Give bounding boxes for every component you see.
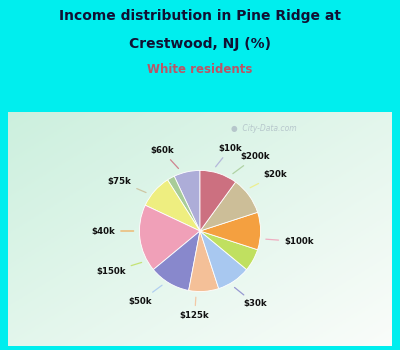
Wedge shape	[168, 176, 200, 231]
Wedge shape	[145, 180, 200, 231]
Wedge shape	[200, 212, 260, 250]
Text: $200k: $200k	[233, 152, 270, 174]
Wedge shape	[189, 231, 219, 292]
Text: ●  City-Data.com: ● City-Data.com	[231, 124, 297, 133]
Wedge shape	[200, 170, 236, 231]
Wedge shape	[200, 231, 247, 289]
Wedge shape	[200, 182, 258, 231]
Text: $50k: $50k	[129, 285, 162, 306]
Text: $125k: $125k	[180, 297, 210, 320]
Text: $60k: $60k	[150, 146, 178, 168]
Wedge shape	[153, 231, 200, 290]
Text: $40k: $40k	[91, 226, 134, 236]
Text: $75k: $75k	[108, 177, 146, 192]
Text: Crestwood, NJ (%): Crestwood, NJ (%)	[129, 37, 271, 51]
Text: $100k: $100k	[266, 237, 314, 246]
Text: Income distribution in Pine Ridge at: Income distribution in Pine Ridge at	[59, 9, 341, 23]
Text: White residents: White residents	[147, 63, 253, 76]
Wedge shape	[174, 170, 200, 231]
Text: $150k: $150k	[96, 262, 142, 276]
Text: $30k: $30k	[234, 287, 267, 308]
Wedge shape	[140, 205, 200, 270]
Text: $10k: $10k	[216, 144, 242, 167]
Wedge shape	[200, 231, 258, 270]
Text: $20k: $20k	[250, 170, 287, 188]
